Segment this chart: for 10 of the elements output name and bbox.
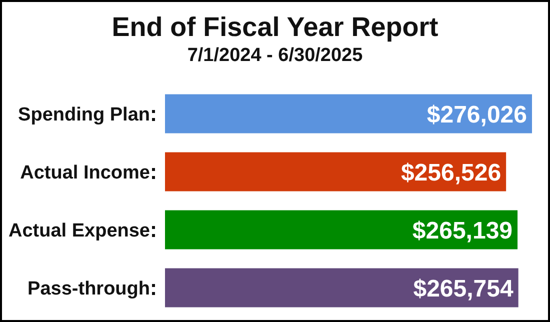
y-tick-label: Actual Expense (8, 220, 150, 242)
data-label: $265,754 (413, 275, 514, 302)
chart-title: End of Fiscal Year Report (110, 12, 440, 43)
data-label: $256,526 (400, 159, 502, 186)
y-tick-label: Actual Income (20, 162, 150, 184)
chart-subtitle: 7/1/2024 - 6/30/2025 (186, 45, 364, 67)
data-label: $265,139 (412, 217, 513, 244)
data-label: $276,026 (426, 101, 527, 128)
y-tick-label: Spending Plan (18, 104, 150, 126)
y-tick-label: Pass-through (28, 278, 150, 300)
